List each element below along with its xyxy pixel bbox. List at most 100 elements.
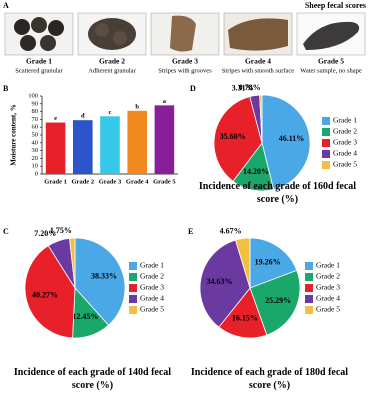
x-tick-label: Grade 4 [126, 178, 149, 185]
legend-swatch [322, 161, 330, 169]
legend-swatch [129, 306, 137, 314]
y-tick-label: 70 [32, 116, 39, 123]
slice-label: 12.45% [72, 312, 98, 321]
grade-description: Adherent granular [88, 67, 136, 74]
x-tick-label: Grade 3 [99, 178, 122, 185]
legend-swatch [305, 273, 313, 281]
legend-swatch [129, 284, 137, 292]
chart-title: Incidence of each grade of 160d fecal sc… [198, 181, 357, 205]
legend-label: Grade 1 [140, 261, 164, 270]
pie-slice [249, 237, 298, 289]
panel-label: D [190, 84, 196, 93]
chart-title: Incidence of each grade of 140d fecal sc… [13, 367, 172, 391]
legend-label: Grade 5 [316, 305, 340, 314]
y-tick-label: 30 [32, 147, 39, 154]
y-tick-label: 40 [32, 139, 39, 146]
clump-part [113, 31, 127, 45]
significance-letter: a [163, 98, 167, 105]
legend-swatch [322, 128, 330, 136]
y-tick-label: 50 [32, 131, 39, 138]
bar [45, 122, 66, 174]
legend-swatch [305, 262, 313, 270]
pellet [48, 20, 64, 36]
panel-label: E [188, 227, 193, 236]
y-tick-label: 60 [32, 124, 39, 131]
legend-label: Grade 4 [316, 294, 340, 303]
legend-swatch [305, 306, 313, 314]
pie-slice [235, 237, 251, 289]
y-tick-label: 20 [32, 155, 39, 162]
y-axis-label: Moisture content, % [10, 104, 18, 166]
legend-label: Grade 2 [333, 127, 357, 136]
significance-letter: c [109, 109, 112, 116]
grade-caption: Grade 3 [172, 57, 198, 66]
chart-title: Incidence of each grade of 180d fecal sc… [190, 367, 349, 391]
grade-caption: Grade 1 [26, 57, 52, 66]
legend-swatch [305, 295, 313, 303]
panel-label: C [3, 227, 9, 236]
slice-label: 3.31% [232, 84, 254, 93]
slice-label: 40.27% [32, 291, 58, 300]
legend-swatch [322, 150, 330, 158]
pie-slice [249, 269, 301, 336]
grade-caption: Grade 4 [245, 57, 271, 66]
bar [73, 120, 93, 174]
legend-label: Grade 1 [316, 261, 340, 270]
legend-label: Grade 3 [316, 283, 340, 292]
slice-label: 34.63% [207, 277, 233, 286]
slice-label: 1.75% [50, 226, 72, 235]
bar [154, 105, 175, 174]
x-tick-label: Grade 2 [72, 178, 95, 185]
panel-label: B [3, 84, 9, 93]
slice-label: 4.67% [220, 226, 242, 235]
pellet [31, 17, 47, 33]
y-tick-label: 10 [32, 163, 39, 170]
significance-letter: d [81, 113, 85, 120]
slice-label: 46.11% [279, 134, 305, 143]
pie-slice [218, 287, 268, 339]
clump-part [95, 23, 109, 37]
y-tick-label: 80 [32, 108, 39, 115]
legend-label: Grade 1 [333, 116, 357, 125]
y-tick-label: 0 [35, 170, 38, 177]
x-tick-label: Grade 5 [153, 178, 176, 185]
legend-label: Grade 2 [316, 272, 340, 281]
clump [88, 18, 136, 50]
pie-slice [69, 237, 76, 289]
grade-description: Stripes with grooves [158, 67, 212, 74]
grade-caption: Grade 5 [318, 57, 344, 66]
slice-label: 19.26% [255, 257, 281, 266]
legend-swatch [129, 273, 137, 281]
pie-slice [261, 94, 311, 191]
legend-label: Grade 4 [140, 294, 164, 303]
legend-label: Grade 3 [333, 138, 357, 147]
slice-label: 0.78% [239, 83, 261, 92]
significance-letter: b [135, 103, 139, 110]
grade-description: Scattered granular [15, 67, 63, 74]
slice-label: 14.20% [243, 167, 269, 176]
legend-label: Grade 5 [333, 160, 357, 169]
pellet [40, 35, 56, 51]
photos [4, 12, 366, 56]
significance-letter: e [54, 115, 57, 122]
pie-slice [259, 94, 263, 144]
pie-slice [199, 239, 251, 328]
slice-label: 7.20% [34, 229, 56, 238]
legend-label: Grade 5 [140, 305, 164, 314]
grade-description: Water sample, no shape [300, 67, 362, 74]
slice-label: 35.60% [220, 132, 246, 141]
x-tick-label: Grade 1 [44, 178, 67, 185]
grade-description: Stripes with smooth surface [222, 67, 295, 74]
grade-caption: Grade 2 [99, 57, 125, 66]
legend-swatch [322, 139, 330, 147]
legend-label: Grade 2 [140, 272, 164, 281]
panel-label: A [3, 1, 9, 10]
stripe [170, 15, 196, 52]
panel-title: Sheep fecal scores [305, 1, 366, 10]
slice-label: 38.33% [91, 272, 117, 281]
bar [100, 116, 120, 174]
legend-swatch [322, 117, 330, 125]
pie-slice [213, 96, 263, 182]
blob [303, 21, 360, 50]
